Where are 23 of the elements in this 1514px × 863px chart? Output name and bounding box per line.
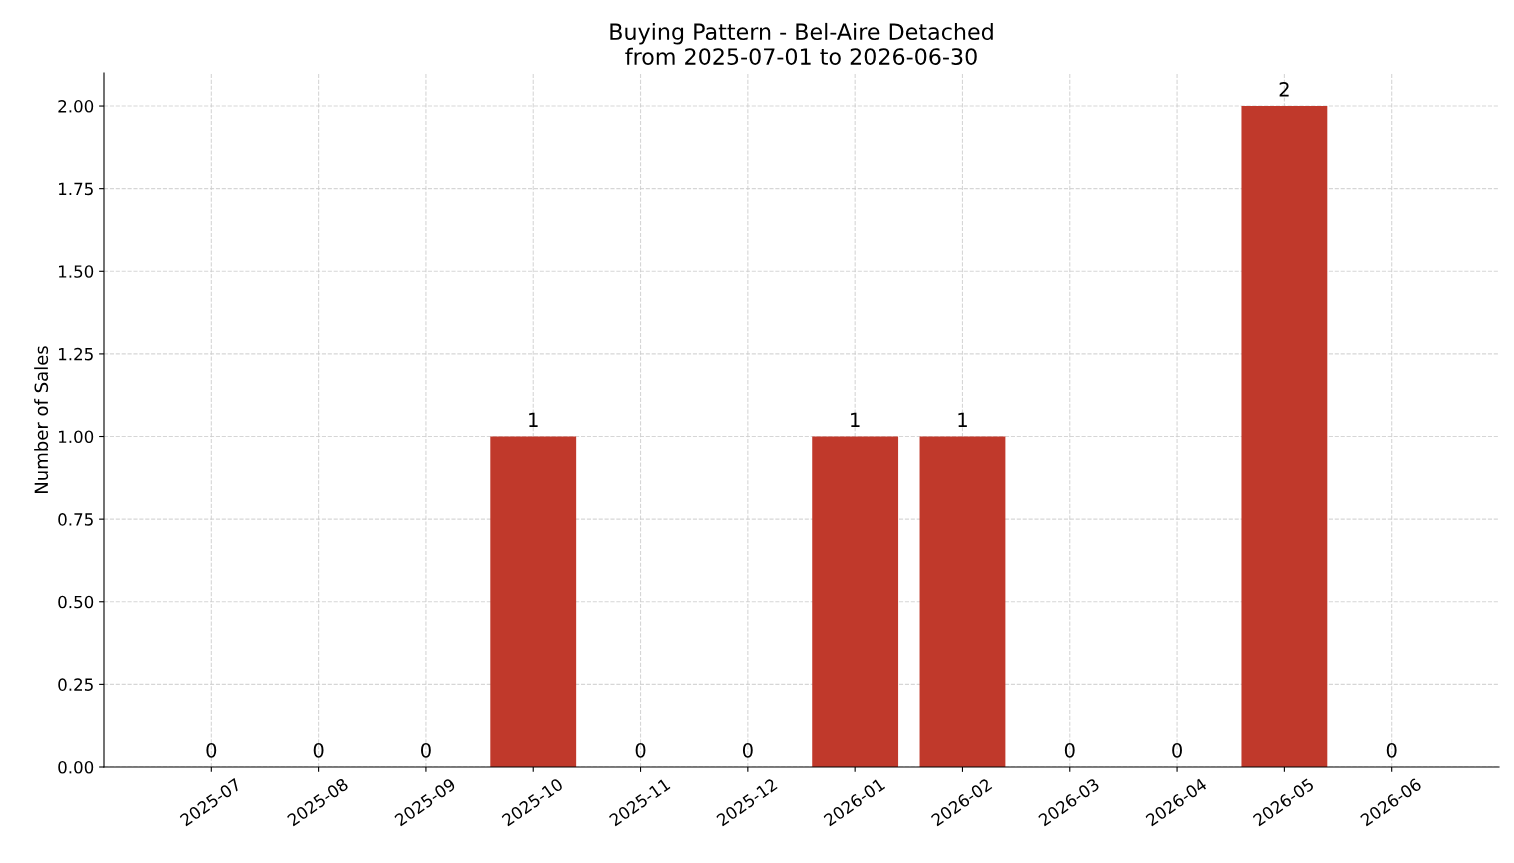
chart-title: Buying Pattern - Bel-Aire Detached from 2025-07-01 to 2026-06-30: [610, 22, 993, 65]
y-tick-label: 2.00: [58, 100, 94, 113]
y-tick-label: 1.25: [59, 347, 93, 361]
data-label: 2: [1279, 82, 1289, 97]
data-label: 1: [529, 412, 538, 427]
y-tick-label: 1.75: [59, 182, 93, 196]
data-label: 0: [313, 742, 324, 758]
y-tick-label: 0.50: [58, 595, 94, 609]
y-tick-label: 1.50: [59, 265, 94, 278]
data-label: 0: [1064, 742, 1075, 758]
data-label: 0: [206, 742, 217, 758]
data-label: 0: [1386, 742, 1397, 758]
y-axis-title: Number of Sales: [34, 346, 49, 493]
data-label: 1: [851, 412, 860, 427]
data-label: 0: [1172, 742, 1182, 758]
data-label: 0: [742, 742, 753, 758]
y-tick-label: 0.00: [58, 760, 94, 774]
y-tick-label: 1.00: [59, 430, 94, 444]
y-tick-label: 0.75: [58, 513, 93, 526]
data-label: 0: [421, 742, 431, 758]
data-label: 1: [958, 412, 967, 427]
data-label: 0: [635, 742, 646, 758]
y-tick-label: 0.25: [58, 678, 93, 691]
